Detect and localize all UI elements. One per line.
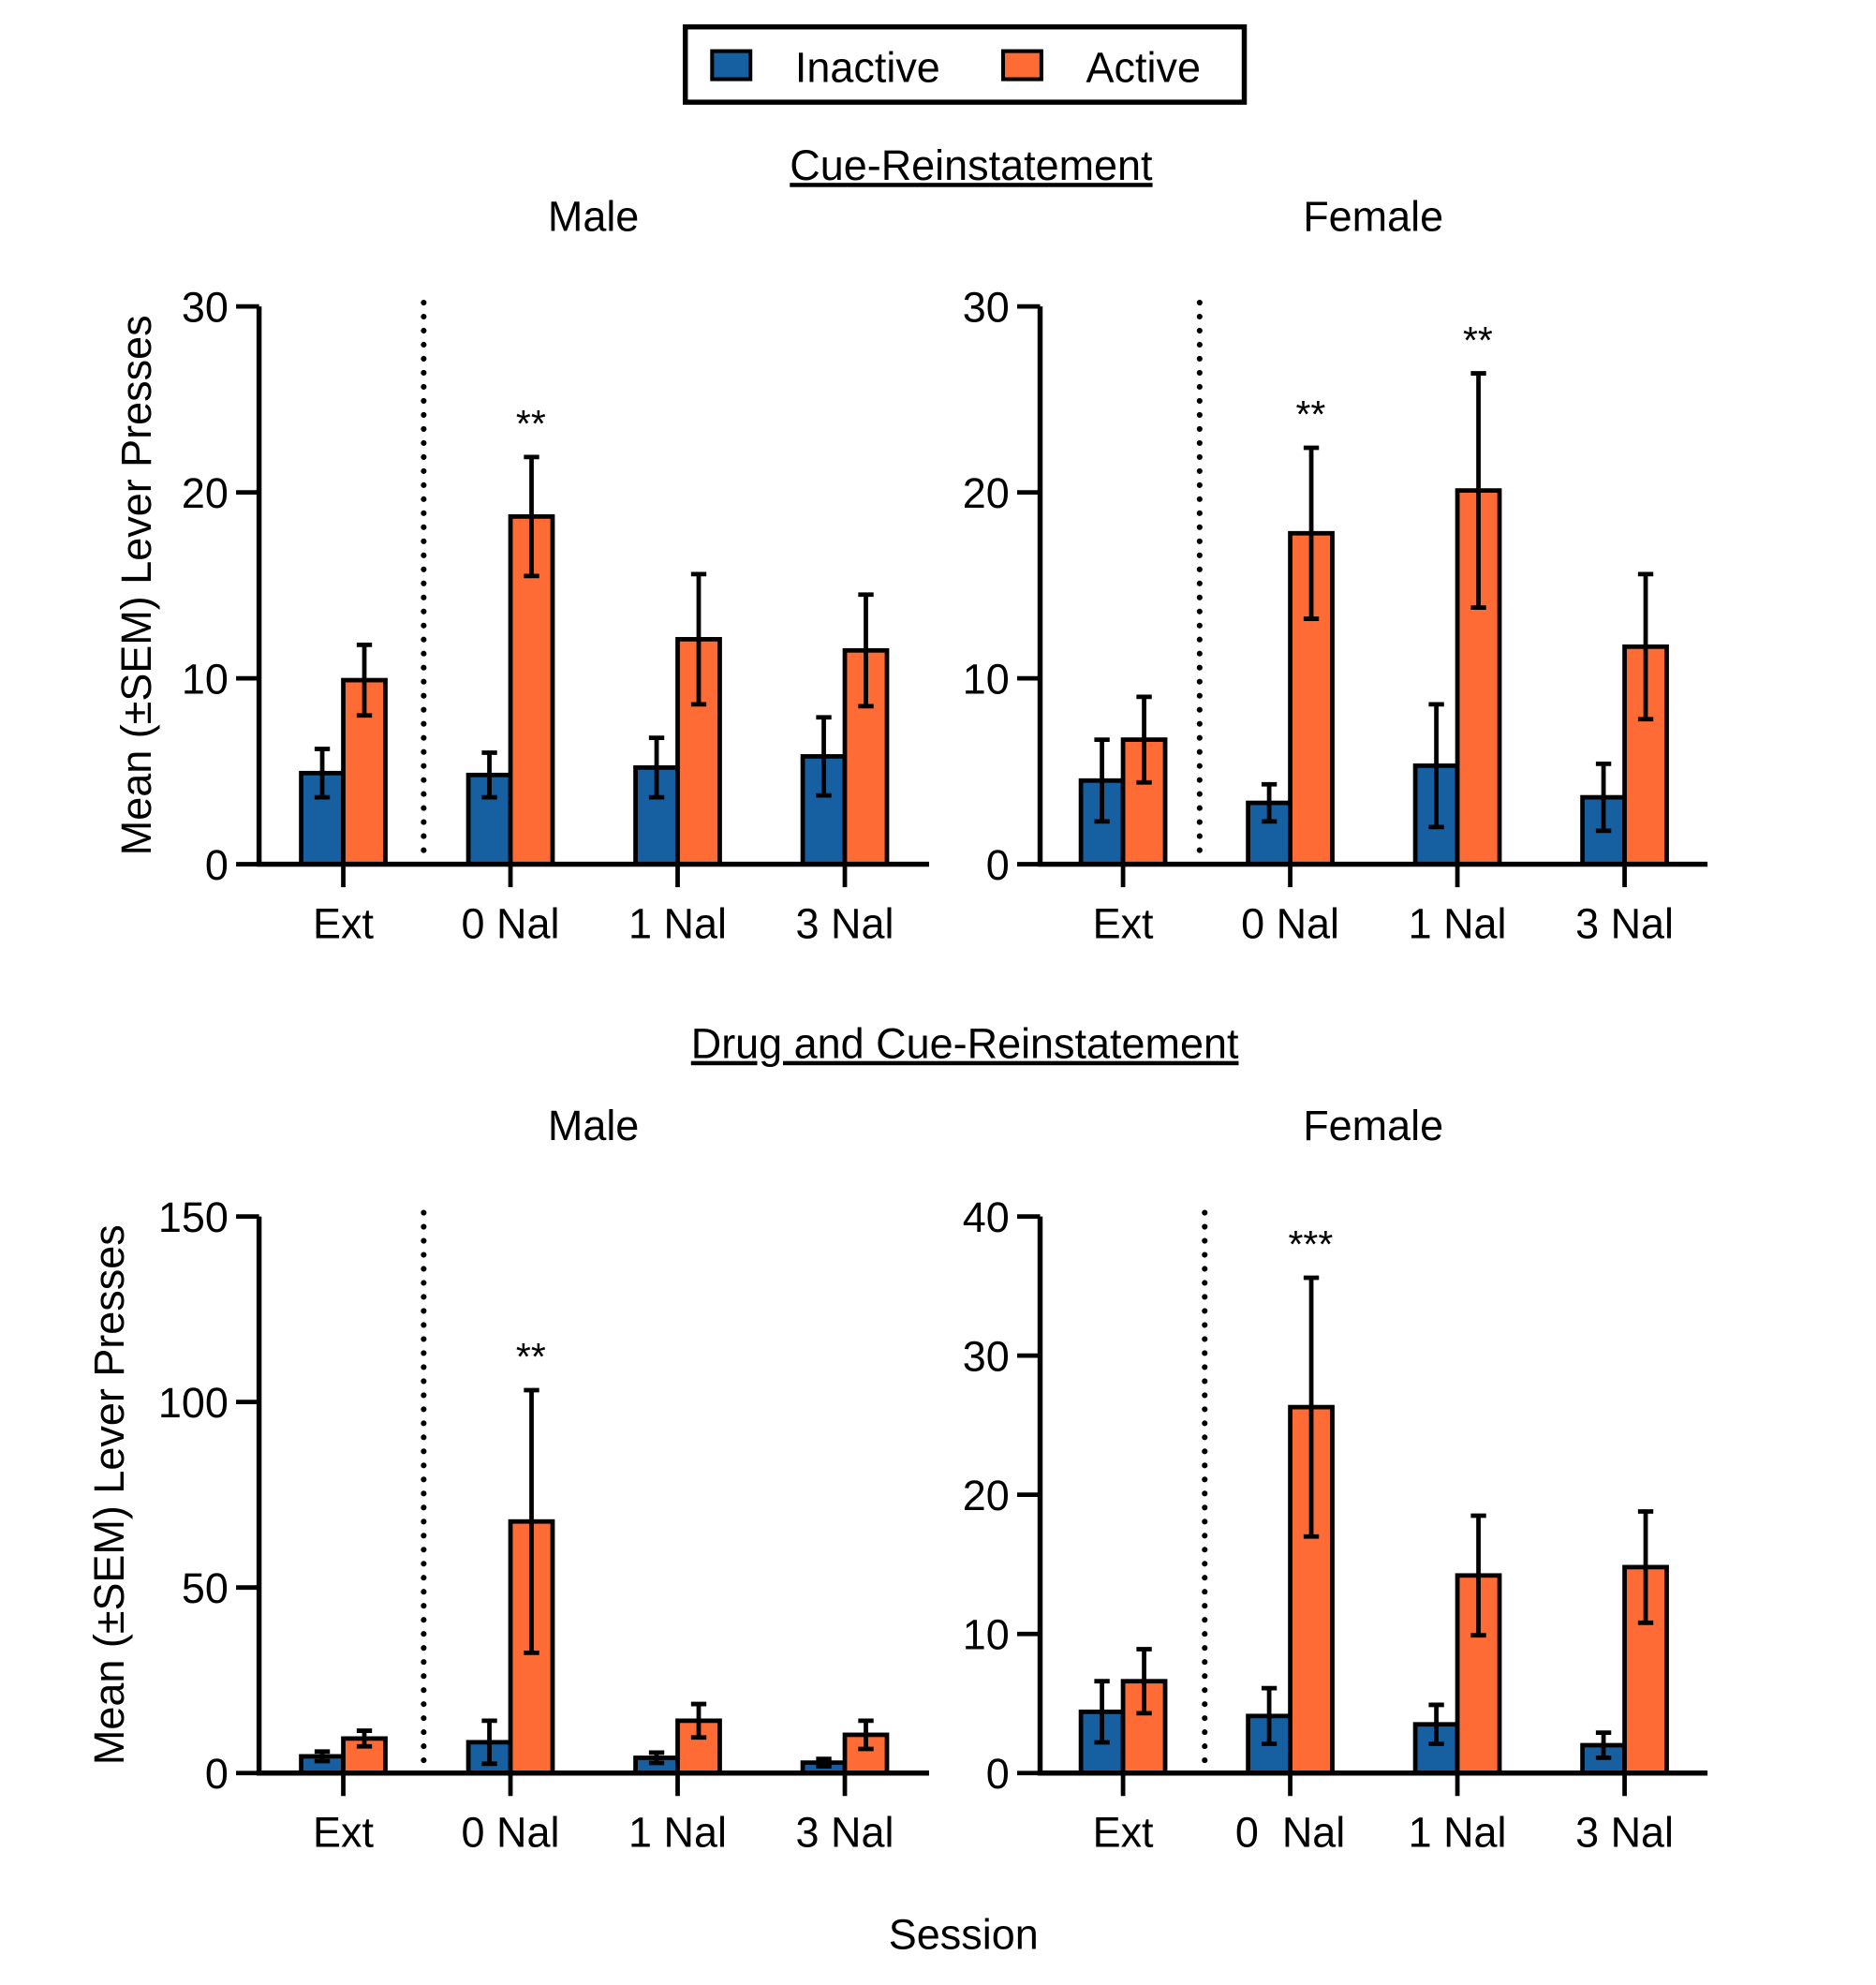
y-tick-label: 10 bbox=[963, 655, 1010, 703]
panel-4: Female Ext 0 Nal 1 Nal 3 Nal *** 0 10 20 30 40 bbox=[963, 1102, 1708, 1857]
y-tick-label: 20 bbox=[963, 469, 1010, 517]
y-tick-label: 10 bbox=[963, 1611, 1010, 1659]
x-tick-label: 3 Nal bbox=[1575, 900, 1674, 948]
legend-swatch-active bbox=[1000, 49, 1043, 81]
x-tick-label: 3 Nal bbox=[1575, 1809, 1674, 1857]
significance-marker: ** bbox=[1463, 318, 1493, 362]
y-tick-label: 30 bbox=[182, 283, 229, 331]
panel-1: Male Mean (±SEM) Lever Presses Ext 0 Nal 1 N… bbox=[112, 193, 929, 948]
x-tick-label: 1 Nal bbox=[628, 900, 727, 948]
x-tick-label: 0 Nal bbox=[462, 1809, 560, 1857]
x-tick-label: 1 Nal bbox=[1409, 1809, 1507, 1857]
x-tick-label: 0 Nal bbox=[462, 900, 560, 948]
y-axis-label: Mean (±SEM) Lever Presses bbox=[112, 315, 160, 855]
y-tick-label: 0 bbox=[205, 1750, 229, 1798]
y-tick-label: 30 bbox=[963, 283, 1010, 331]
legend: Inactive Active bbox=[682, 23, 1248, 105]
significance-marker: ** bbox=[1295, 393, 1325, 436]
x-axis-label: Session bbox=[889, 1911, 1039, 1959]
legend-box bbox=[682, 23, 1248, 105]
y-tick-label: 150 bbox=[158, 1193, 229, 1241]
significance-marker: *** bbox=[1289, 1222, 1334, 1266]
x-tick-label: 0 Nal bbox=[1235, 1809, 1345, 1857]
x-tick-label: Ext bbox=[1093, 900, 1154, 948]
x-tick-label: Ext bbox=[313, 1809, 374, 1857]
x-tick-label: 3 Nal bbox=[796, 900, 894, 948]
significance-marker: ** bbox=[516, 402, 546, 445]
y-axis-label: Mean (±SEM) Lever Presses bbox=[85, 1224, 133, 1765]
panel-2: Female Ext 0 Nal 1 Nal 3 Nal ** ** 0 10 20 30 bbox=[963, 193, 1708, 948]
panel-title: Female bbox=[1303, 193, 1443, 241]
x-tick-label: Ext bbox=[313, 900, 374, 948]
x-tick-label: 0 Nal bbox=[1241, 900, 1339, 948]
significance-marker: ** bbox=[516, 1335, 546, 1378]
x-tick-label: 1 Nal bbox=[1409, 900, 1507, 948]
y-tick-label: 10 bbox=[182, 655, 229, 703]
panel-title: Male bbox=[548, 193, 639, 241]
y-tick-label: 30 bbox=[963, 1333, 1010, 1381]
y-tick-label: 0 bbox=[986, 841, 1010, 889]
y-tick-label: 20 bbox=[963, 1472, 1010, 1519]
section-title-drug-cue: Drug and Cue-Reinstatement bbox=[691, 1020, 1239, 1068]
legend-label-inactive: Inactive bbox=[795, 43, 940, 91]
panel-3: Male Mean (±SEM) Lever Presses Ext 0 Nal 1 N… bbox=[85, 1102, 929, 1857]
x-tick-label: 1 Nal bbox=[628, 1809, 727, 1857]
y-tick-label: 100 bbox=[158, 1379, 229, 1427]
section-title-cue: Cue-Reinstatement bbox=[790, 141, 1153, 189]
y-tick-label: 0 bbox=[986, 1750, 1010, 1798]
legend-label-active: Active bbox=[1086, 43, 1201, 91]
y-tick-label: 20 bbox=[182, 469, 229, 517]
legend-swatch-inactive bbox=[710, 49, 753, 81]
y-tick-label: 40 bbox=[963, 1193, 1010, 1241]
panel-title: Female bbox=[1303, 1102, 1443, 1149]
x-tick-label: 3 Nal bbox=[796, 1809, 894, 1857]
y-tick-label: 50 bbox=[182, 1564, 229, 1612]
panel-title: Male bbox=[548, 1102, 639, 1149]
x-tick-label: Ext bbox=[1093, 1809, 1154, 1857]
y-tick-label: 0 bbox=[205, 841, 229, 889]
